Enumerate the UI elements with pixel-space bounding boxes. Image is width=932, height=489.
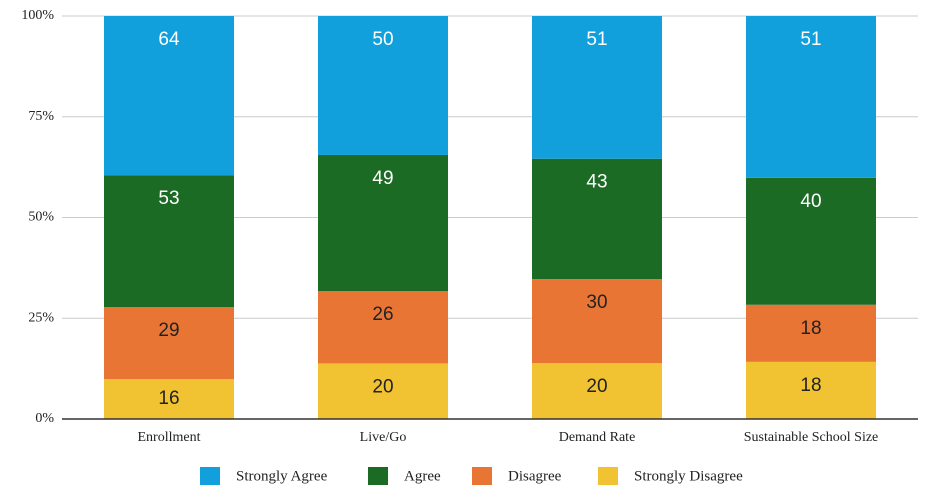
data-label: 64 xyxy=(158,29,180,50)
legend-swatch xyxy=(472,467,492,485)
x-tick-label: Enrollment xyxy=(138,430,201,445)
data-label: 49 xyxy=(372,168,393,189)
bar-segment xyxy=(104,307,234,380)
legend-swatch xyxy=(598,467,618,485)
data-label: 20 xyxy=(586,376,607,397)
bar-segment xyxy=(104,379,234,419)
x-tick-label: Demand Rate xyxy=(559,430,636,445)
data-label: 50 xyxy=(372,29,393,50)
bar-segment xyxy=(532,158,662,280)
y-tick-label: 75% xyxy=(28,109,54,124)
y-tick-label: 50% xyxy=(28,210,54,225)
bar-segment xyxy=(318,16,448,155)
bar-segment xyxy=(746,304,876,362)
legend-label: Strongly Agree xyxy=(236,468,328,484)
bar-segment xyxy=(104,175,234,308)
bar-segment xyxy=(746,177,876,305)
data-label: 18 xyxy=(800,318,821,339)
legend-swatch xyxy=(368,467,388,485)
bar-segment xyxy=(746,361,876,419)
x-tick-label: Live/Go xyxy=(360,430,407,445)
y-tick-label: 100% xyxy=(21,8,54,23)
bar-segment xyxy=(532,16,662,159)
bar-segment xyxy=(318,291,448,364)
data-label: 40 xyxy=(800,191,821,212)
bar-segment xyxy=(746,16,876,178)
bar-segment xyxy=(318,154,448,292)
data-label: 16 xyxy=(158,388,179,409)
data-label: 53 xyxy=(158,188,179,209)
y-tick-label: 25% xyxy=(28,310,54,325)
bar-segment xyxy=(532,363,662,419)
legend-label: Agree xyxy=(404,468,441,484)
bar-segment xyxy=(318,363,448,419)
legend-label: Disagree xyxy=(508,468,562,484)
legend-swatch xyxy=(200,467,220,485)
data-label: 26 xyxy=(372,304,393,325)
data-label: 18 xyxy=(800,375,821,396)
data-label: 43 xyxy=(586,172,607,193)
bar-segment xyxy=(532,279,662,364)
x-tick-label: Sustainable School Size xyxy=(744,430,879,445)
data-label: 29 xyxy=(158,320,179,341)
legend-label: Strongly Disagree xyxy=(634,468,743,484)
y-tick-label: 0% xyxy=(35,411,54,426)
bar-segment xyxy=(104,16,234,176)
data-label: 51 xyxy=(800,29,821,50)
data-label: 30 xyxy=(586,292,607,313)
data-label: 51 xyxy=(586,29,607,50)
data-label: 20 xyxy=(372,376,393,397)
